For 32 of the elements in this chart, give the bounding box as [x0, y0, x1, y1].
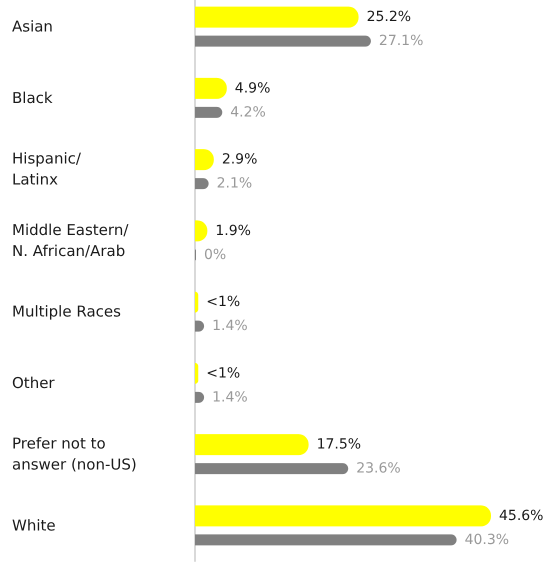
y-tick-label: Middle Eastern/ N. African/Arab: [12, 220, 130, 260]
data-label: 1.4%: [212, 389, 248, 406]
y-tick-label: Hispanic/ Latinx: [12, 150, 82, 189]
bar: [195, 78, 227, 99]
data-label: 1.4%: [212, 318, 248, 334]
data-label: 23.6%: [356, 460, 401, 477]
data-label: 2.1%: [216, 176, 252, 192]
y-tick-label: White: [12, 516, 56, 534]
data-label: 4.9%: [234, 80, 270, 96]
bar: [195, 106, 222, 118]
data-label: 17.5%: [316, 436, 362, 453]
data-label: 1.9%: [215, 222, 251, 239]
data-label: 40.3%: [464, 532, 510, 548]
y-tick-label: Other: [12, 374, 56, 392]
data-label: 25.2%: [366, 9, 412, 26]
y-tick-label: Black: [12, 88, 53, 107]
y-tick-label: Asian: [12, 18, 53, 36]
y-tick-label: Multiple Races: [12, 302, 122, 321]
data-label: 45.6%: [499, 508, 544, 524]
bar: [195, 6, 359, 28]
bar: [195, 36, 371, 47]
bar: [195, 463, 348, 474]
data-label: <1%: [206, 294, 240, 310]
bar: [195, 434, 309, 456]
data-label: 2.9%: [222, 152, 258, 168]
y-tick-label: Prefer not to answer (non-US): [12, 434, 137, 474]
data-label: 4.2%: [230, 104, 266, 120]
bar: [195, 505, 491, 526]
data-label: <1%: [206, 365, 240, 382]
data-label: 0%: [204, 246, 226, 263]
data-label: 27.1%: [378, 33, 424, 50]
bar: [195, 534, 457, 546]
